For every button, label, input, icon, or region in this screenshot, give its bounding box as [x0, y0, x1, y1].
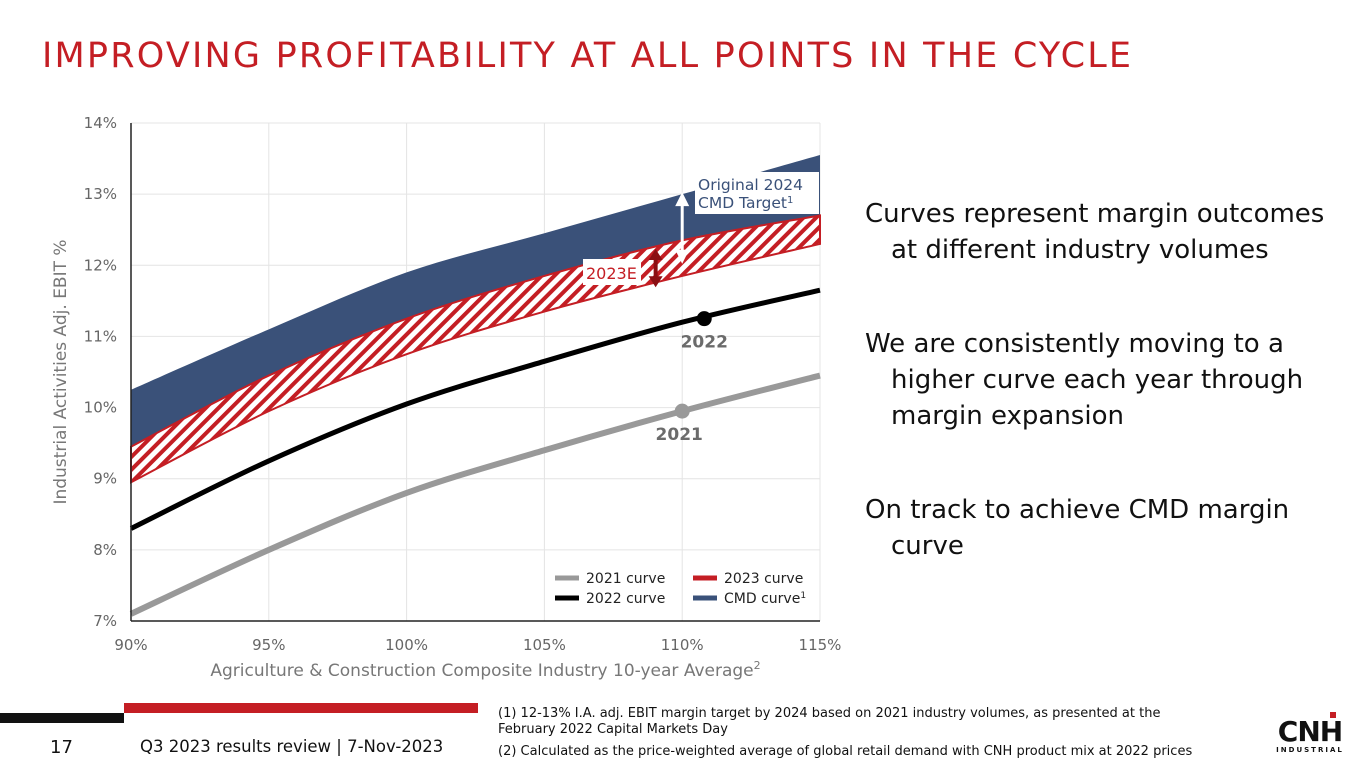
y-tick-label: 7%: [93, 612, 117, 630]
x-tick-label: 100%: [385, 636, 428, 654]
y-tick-label: 11%: [84, 327, 117, 345]
footer-bar-black: [0, 713, 124, 723]
profitability-chart: 7% 8% 9% 10% 11% 12% 13% 14% 90% 95% 100% 105% 110% 1…: [51, 114, 841, 681]
footnotes: (1) 12-13% I.A. adj. EBIT margin target …: [498, 706, 1218, 766]
page-number: 17: [50, 737, 73, 758]
footer-label: Q3 2023 results review | 7-Nov-2023: [140, 737, 444, 756]
logo-text: CNH: [1278, 715, 1342, 748]
cmd-target-label-line2: CMD Target1: [698, 194, 793, 212]
footnote-1: (1) 12-13% I.A. adj. EBIT margin target …: [498, 706, 1161, 737]
legend-label: CMD curve1: [724, 591, 806, 607]
arrowhead-2023e-bottom: [648, 276, 663, 288]
cnh-logo: CNH INDUSTRIAL: [1276, 712, 1344, 754]
bullet-list: Curves represent margin outcomes at diff…: [865, 196, 1335, 622]
cmd-target-label-bg: [695, 172, 819, 214]
footer-bar-red: [124, 703, 478, 713]
cmd-target-arrowhead-bottom: [675, 249, 690, 264]
footnote-2: (2) Calculated as the price-weighted ave…: [498, 744, 1193, 759]
point-2021: [674, 403, 690, 419]
y-tick-label: 12%: [84, 256, 117, 274]
bullet-item: On track to achieve CMD margin curve: [865, 495, 1290, 561]
page-title: IMPROVING PROFITABILITY AT ALL POINTS IN…: [42, 36, 1134, 76]
arrowhead-2023e-top: [648, 249, 663, 261]
point-label-2021: 2021: [656, 425, 703, 445]
curve-lines: [129, 287, 821, 617]
label-2023e: 2023E: [586, 264, 637, 283]
y-tick-label: 10%: [84, 399, 117, 417]
axes: 7% 8% 9% 10% 11% 12% 13% 14% 90% 95% 100% 105% 110% 1…: [51, 114, 841, 681]
legend: 2021 curve 2023 curve 2022 curve CMD curve1: [555, 571, 806, 607]
y-tick-label: 13%: [84, 185, 117, 203]
y-tick-label: 14%: [84, 114, 117, 132]
cmd-target-label-sup: 1: [787, 195, 793, 206]
y-tick-label: 9%: [93, 470, 117, 488]
x-tick-label: 105%: [523, 636, 566, 654]
cmd-target-arrowhead-top: [675, 192, 690, 207]
x-axis-title: Agriculture & Construction Composite Ind…: [210, 659, 760, 681]
bullet-item: We are consistently moving to a higher c…: [865, 329, 1304, 431]
curve-2021-line: [129, 372, 821, 617]
point-2022: [696, 311, 712, 327]
x-tick-label: 110%: [661, 636, 704, 654]
legend-label: 2022 curve: [586, 591, 665, 607]
x-tick-label: 95%: [252, 636, 285, 654]
x-tick-label: 115%: [799, 636, 842, 654]
legend-label: 2021 curve: [586, 571, 665, 587]
bullet-item: Curves represent margin outcomes at diff…: [865, 199, 1325, 265]
legend-label-sup: 1: [800, 591, 806, 601]
x-tick-label: 90%: [114, 636, 147, 654]
curve-bands: [130, 155, 821, 484]
point-label-2022: 2022: [681, 333, 728, 353]
curve-2023-band: [130, 214, 821, 484]
legend-label: 2023 curve: [724, 571, 803, 587]
y-axis-title: Industrial Activities Adj. EBIT %: [51, 239, 71, 504]
cmd-target-label-line1: Original 2024: [698, 176, 803, 194]
y-tick-label: 8%: [93, 541, 117, 559]
logo-accent: [1330, 712, 1336, 718]
curve-2022-line: [129, 287, 821, 531]
x-axis-title-sup: 2: [754, 659, 761, 672]
logo-subtext: INDUSTRIAL: [1276, 746, 1344, 754]
label-2023e-bg: [583, 259, 641, 285]
